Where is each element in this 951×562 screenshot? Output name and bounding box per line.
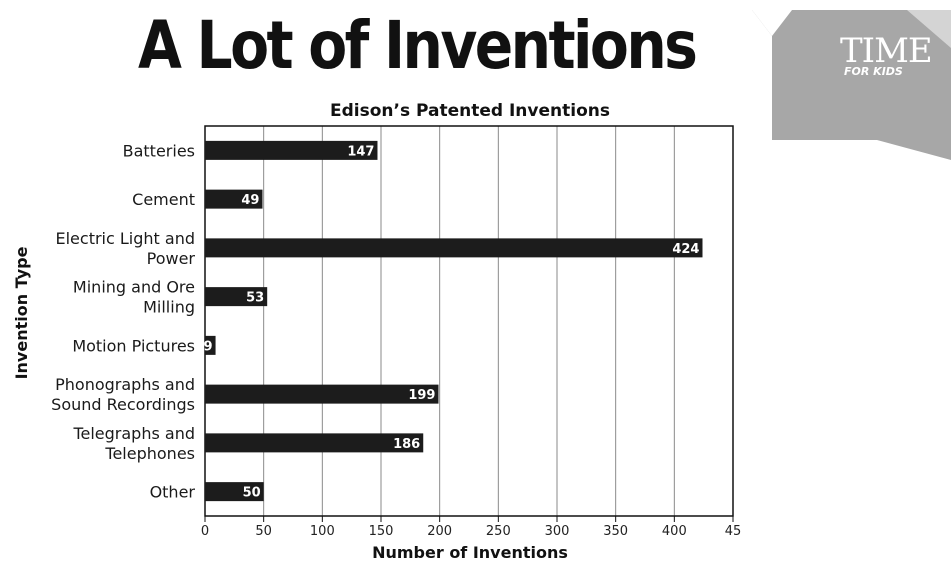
x-tick-label: 100 [310, 524, 335, 539]
bar-value-label: 9 [204, 339, 213, 354]
bar [205, 140, 378, 160]
category-label: Sound Recordings [51, 395, 195, 414]
bars: 147 49 424 53 9 199 186 50 [204, 140, 703, 502]
x-tick-label: 200 [427, 524, 452, 539]
category-label: Cement [132, 190, 195, 209]
logo-for-kids-text: FOR KIDS [844, 65, 903, 78]
bar-value-label: 50 [243, 486, 261, 501]
category-label: Electric Light and [56, 229, 196, 248]
bar-value-label: 53 [246, 291, 264, 306]
x-tick-label: 400 [662, 524, 687, 539]
category-label: Mining and Ore [73, 278, 195, 297]
plot-frame [204, 125, 734, 517]
x-tick-labels: 0 50 100 150 200 250 300 350 400 45 [201, 516, 741, 539]
bar-value-label: 186 [393, 437, 420, 452]
category-label: Other [150, 483, 196, 502]
y-axis-label: Invention Type [12, 246, 31, 379]
x-tick-label: 45 [725, 524, 742, 539]
bar [205, 287, 268, 307]
bar [205, 433, 424, 453]
x-tick-label: 50 [255, 524, 272, 539]
category-label: Telegraphs and [72, 424, 195, 443]
bar [205, 482, 264, 502]
category-label: Batteries [123, 141, 195, 160]
logo-page-shape [752, 10, 951, 160]
chart-title: Edison’s Patented Inventions [330, 101, 610, 121]
x-tick-label: 0 [201, 524, 209, 539]
bar-value-label: 49 [241, 193, 259, 208]
bar [205, 189, 263, 209]
category-label: Power [147, 249, 196, 268]
time-for-kids-logo: TIME FOR KIDS [752, 10, 951, 160]
bar-value-label: 424 [672, 242, 699, 257]
x-tick-label: 250 [486, 524, 511, 539]
bar [205, 335, 216, 355]
x-axis-label: Number of Inventions [372, 543, 568, 562]
x-tick-label: 350 [603, 524, 628, 539]
grid-lines [263, 126, 675, 516]
bar-value-label: 147 [347, 144, 374, 159]
bar-value-label: 199 [408, 388, 435, 403]
category-label: Motion Pictures [72, 336, 195, 355]
logo-page-fold [752, 10, 792, 36]
bar [205, 384, 439, 404]
category-label: Phonographs and [55, 375, 195, 394]
bar [205, 238, 703, 258]
category-label: Telephones [104, 444, 195, 463]
category-label: Milling [143, 298, 195, 317]
logo-time-text: TIME [840, 31, 932, 71]
x-tick-label: 150 [369, 524, 394, 539]
x-tick-label: 300 [545, 524, 570, 539]
